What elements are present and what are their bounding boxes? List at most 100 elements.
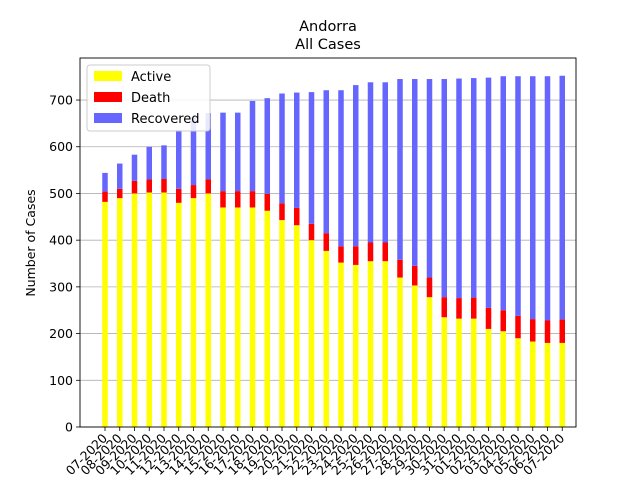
bar-death — [264, 193, 270, 211]
bar-recovered — [485, 77, 492, 308]
bar-recovered — [559, 75, 565, 320]
y-tick-label: 600 — [49, 139, 73, 154]
bar-recovered — [161, 145, 167, 179]
bar-death — [190, 185, 197, 199]
bar-active — [530, 341, 536, 427]
bar-recovered — [544, 76, 551, 321]
bar-active — [456, 318, 462, 427]
bar-active — [338, 262, 344, 427]
legend-swatch — [94, 113, 122, 123]
bar-recovered — [249, 100, 256, 192]
bar-active — [220, 207, 226, 427]
y-tick-label: 100 — [49, 373, 73, 388]
legend-label: Active — [131, 70, 171, 85]
bar-recovered — [367, 82, 374, 243]
bar-active — [146, 192, 152, 427]
bar-recovered — [382, 82, 388, 243]
bar-death — [485, 307, 492, 329]
bar-death — [176, 188, 182, 203]
bar-active — [176, 202, 182, 427]
y-axis-label: Number of Cases — [23, 189, 38, 296]
bar-active — [471, 318, 477, 427]
bar-recovered — [220, 112, 226, 192]
bar-active — [190, 198, 197, 427]
bar-recovered — [146, 146, 152, 180]
chart-title: Andorra — [299, 19, 357, 35]
bar-recovered — [264, 98, 270, 194]
bar-death — [382, 242, 388, 262]
y-tick-label: 300 — [49, 279, 73, 294]
bar-active — [131, 193, 138, 427]
bar-death — [205, 179, 211, 194]
bar-recovered — [235, 112, 241, 192]
bar-death — [338, 246, 344, 263]
bar-death — [412, 265, 418, 286]
legend-swatch — [94, 92, 122, 102]
bar-recovered — [117, 163, 123, 189]
y-tick-label: 400 — [49, 233, 73, 248]
bar-recovered — [456, 78, 462, 299]
y-tick-label: 200 — [49, 326, 73, 341]
bar-active — [500, 331, 506, 427]
bar-death — [397, 259, 403, 278]
bar-active — [161, 192, 167, 427]
y-tick-label: 0 — [65, 420, 73, 435]
bar-recovered — [279, 93, 285, 204]
bar-recovered — [500, 76, 506, 311]
bar-recovered — [412, 79, 418, 266]
bar-recovered — [353, 85, 359, 247]
bar-death — [500, 310, 506, 332]
bar-death — [131, 180, 138, 194]
bar-death — [515, 315, 521, 339]
bar-active — [102, 201, 108, 427]
legend-swatch — [94, 71, 122, 81]
bar-death — [559, 319, 565, 343]
bar-recovered — [515, 76, 521, 316]
bar-active — [441, 317, 447, 427]
bar-recovered — [338, 90, 344, 247]
bar-death — [220, 191, 226, 208]
bar-active — [515, 338, 521, 427]
bar-active — [367, 261, 374, 427]
bar-recovered — [471, 78, 477, 298]
bar-recovered — [426, 79, 433, 278]
bar-active — [559, 342, 565, 427]
bar-recovered — [176, 129, 182, 189]
bar-recovered — [294, 92, 300, 208]
bar-death — [308, 223, 315, 241]
bar-death — [146, 179, 152, 193]
bar-active — [353, 264, 359, 427]
y-tick-label: 700 — [49, 93, 73, 108]
bar-death — [294, 207, 300, 226]
bars — [102, 75, 565, 427]
bar-death — [471, 297, 477, 319]
bar-active — [205, 193, 211, 427]
bar-active — [382, 261, 388, 427]
bar-death — [456, 298, 462, 319]
bar-death — [323, 233, 329, 251]
bar-death — [161, 178, 167, 193]
bar-recovered — [190, 117, 197, 186]
bar-death — [235, 191, 241, 208]
bar-death — [544, 320, 551, 343]
bar-recovered — [308, 92, 315, 224]
legend-label: Recovered — [131, 112, 200, 127]
bar-death — [530, 319, 536, 342]
bar-death — [117, 188, 123, 199]
bar-recovered — [397, 79, 403, 260]
bar-recovered — [102, 172, 108, 192]
bar-active — [426, 297, 433, 427]
bar-death — [426, 277, 433, 298]
legend-label: Death — [131, 91, 170, 106]
bar-recovered — [323, 90, 329, 234]
bar-active — [249, 207, 256, 427]
bar-death — [441, 297, 447, 318]
axes: 010020030040050060070007-202008-202009-2… — [49, 57, 577, 478]
bar-death — [367, 242, 374, 262]
bar-death — [353, 246, 359, 265]
bar-active — [397, 277, 403, 427]
y-tick-label: 500 — [49, 186, 73, 201]
bar-active — [117, 198, 123, 427]
bar-active — [294, 225, 300, 427]
